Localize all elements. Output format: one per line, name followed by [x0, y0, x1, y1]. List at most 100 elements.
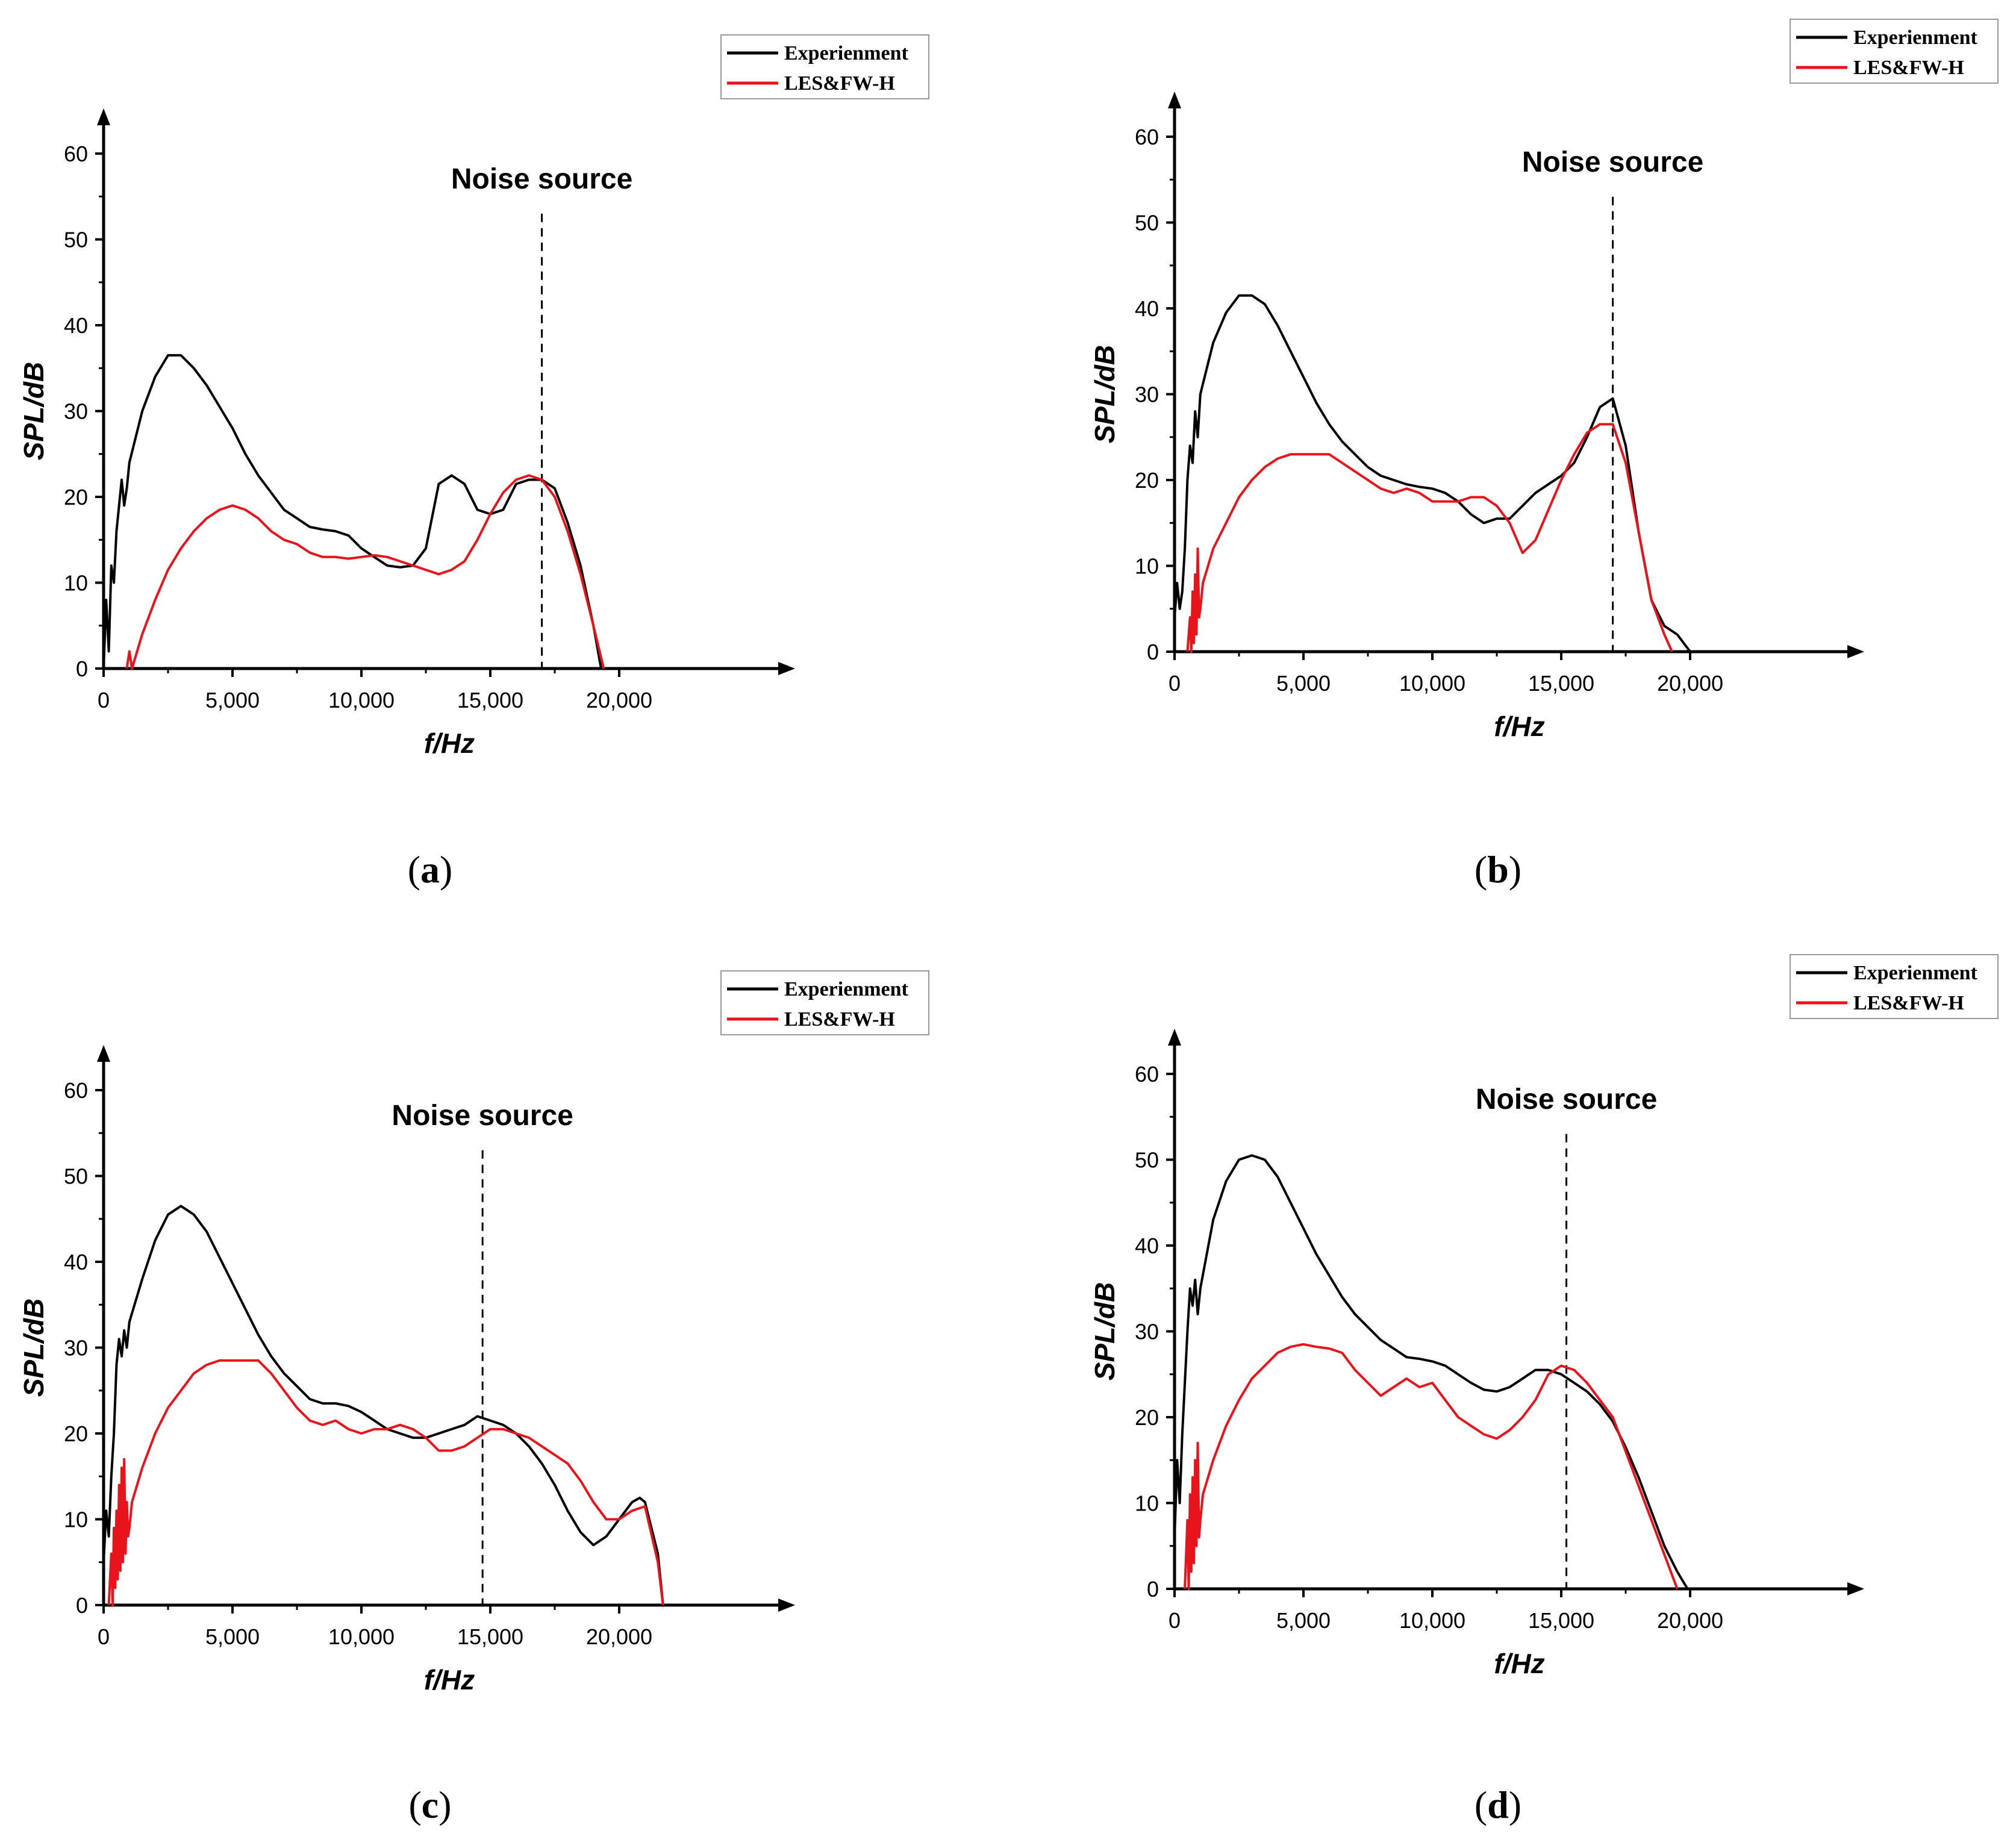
y-tick-label: 60	[1135, 1062, 1159, 1087]
y-tick-label: 10	[1135, 554, 1159, 579]
legend-entry: Experienment	[784, 978, 909, 1000]
y-tick-label: 0	[1147, 1577, 1159, 1601]
x-tick-label: 20,000	[586, 1624, 652, 1649]
y-axis-title: SPL/dB	[18, 1299, 49, 1397]
x-tick-label: 10,000	[1399, 1608, 1465, 1633]
x-tick-label: 5,000	[205, 1624, 260, 1649]
y-tick-label: 30	[64, 1336, 88, 1361]
legend-box	[1790, 19, 1999, 84]
y-axis-arrow	[97, 1045, 110, 1062]
x-tick-label: 0	[1169, 1608, 1181, 1633]
y-tick-label: 60	[64, 1078, 88, 1103]
x-tick-label: 20,000	[586, 688, 652, 713]
legend-box	[720, 34, 929, 99]
x-tick-label: 5,000	[1276, 671, 1331, 696]
y-tick-label: 40	[1135, 296, 1159, 321]
legend-box	[720, 970, 929, 1035]
series-line-les-fwh	[1186, 423, 1673, 653]
y-tick-label: 60	[64, 142, 88, 166]
y-tick-label: 50	[1135, 1148, 1159, 1173]
x-tick-label: 5,000	[205, 688, 260, 713]
series-line-les-fwh	[125, 474, 605, 670]
legend: Experienment LES&FW-H	[1790, 19, 1999, 84]
noise-source-label: Noise source	[451, 163, 632, 195]
x-tick-label: 20,000	[1657, 1608, 1723, 1633]
panel-c: 0 10 20 30 40 50 60 0 5,000 10,000 15,000 20,000 f/H…	[18, 970, 929, 1826]
y-tick-label: 30	[1135, 382, 1159, 407]
legend-box	[1790, 954, 1999, 1019]
y-axis-arrow	[97, 108, 110, 125]
x-tick-label: 10,000	[1399, 671, 1465, 696]
x-axis-title: f/Hz	[424, 728, 475, 759]
x-axis-arrow	[778, 1598, 795, 1612]
y-tick-label: 40	[1135, 1233, 1159, 1258]
legend: Experienment LES&FW-H	[720, 34, 929, 99]
legend-entry: LES&FW-H	[784, 72, 895, 95]
legend-entry: Experienment	[1853, 962, 1978, 984]
x-tick-label: 15,000	[1528, 1608, 1594, 1633]
legend-entry: LES&FW-H	[784, 1008, 895, 1031]
y-axis-title: SPL/dB	[18, 362, 49, 461]
panel-label: (c)	[408, 1783, 451, 1826]
legend-entry: Experienment	[1853, 27, 1978, 49]
legend-entry: LES&FW-H	[1853, 57, 1964, 79]
legend-entry: Experienment	[784, 42, 909, 64]
panel-label: (a)	[408, 848, 453, 891]
noise-source-label: Noise source	[1476, 1084, 1657, 1115]
series-line-experiment	[1173, 1154, 1689, 1590]
panel-b: 0 10 20 30 40 50 60 0 5,000 10,000 15,000 20,000 f/H…	[1089, 19, 1999, 891]
legend: Experienment LES&FW-H	[1790, 954, 1999, 1019]
x-tick-label: 5,000	[1276, 1608, 1331, 1633]
series-line-les-fwh	[1184, 1343, 1679, 1590]
x-tick-label: 10,000	[328, 1624, 395, 1649]
panel-d: 0 10 20 30 40 50 60 0 5,000 10,000 15,000 20,000 f/H…	[1089, 954, 1999, 1826]
noise-source-label: Noise source	[1522, 146, 1703, 178]
x-axis-title: f/Hz	[424, 1664, 475, 1695]
y-tick-label: 10	[64, 1508, 88, 1532]
legend: Experienment LES&FW-H	[720, 970, 929, 1035]
y-axis-title: SPL/dB	[1089, 345, 1120, 444]
y-tick-label: 30	[64, 399, 88, 424]
panel-label: (b)	[1475, 848, 1521, 891]
x-tick-label: 0	[98, 688, 110, 713]
series-line-experiment	[1173, 294, 1691, 653]
y-tick-label: 0	[76, 656, 88, 681]
y-tick-label: 10	[1135, 1491, 1159, 1516]
y-tick-label: 50	[64, 228, 88, 252]
series-line-les-fwh	[107, 1359, 664, 1606]
x-tick-label: 0	[98, 1624, 110, 1649]
y-tick-label: 20	[1135, 1405, 1159, 1430]
y-tick-label: 50	[64, 1164, 88, 1189]
panel-a: 0 10 20 30 40 50 60 0 5,000 10,000 15,000 20,000 f/H…	[18, 34, 929, 891]
noise-source-label: Noise source	[392, 1100, 573, 1132]
y-tick-label: 20	[1135, 468, 1159, 493]
y-tick-label: 30	[1135, 1320, 1159, 1344]
y-tick-label: 40	[64, 1250, 88, 1274]
x-tick-label: 0	[1169, 671, 1181, 696]
y-axis-title: SPL/dB	[1089, 1282, 1120, 1381]
x-tick-label: 15,000	[457, 688, 523, 713]
series-line-experiment	[102, 1205, 664, 1606]
y-axis-arrow	[1168, 92, 1181, 108]
x-axis-arrow	[1847, 1582, 1864, 1595]
y-tick-label: 10	[64, 571, 88, 596]
y-tick-label: 40	[64, 313, 88, 338]
y-tick-label: 0	[1147, 640, 1159, 664]
y-axis-arrow	[1168, 1029, 1181, 1046]
series-line-experiment	[102, 354, 602, 669]
y-tick-label: 0	[76, 1593, 88, 1618]
y-tick-label: 60	[1135, 125, 1159, 149]
legend-entry: LES&FW-H	[1853, 992, 1964, 1014]
x-tick-label: 10,000	[328, 688, 395, 713]
x-tick-label: 15,000	[457, 1624, 523, 1649]
panel-label: (d)	[1475, 1783, 1521, 1826]
y-tick-label: 20	[64, 1421, 88, 1446]
x-axis-arrow	[1847, 645, 1864, 658]
x-axis-title: f/Hz	[1494, 1648, 1544, 1679]
y-tick-label: 20	[64, 485, 88, 510]
x-tick-label: 20,000	[1657, 671, 1723, 696]
y-tick-label: 50	[1135, 211, 1159, 235]
x-axis-arrow	[778, 662, 795, 675]
